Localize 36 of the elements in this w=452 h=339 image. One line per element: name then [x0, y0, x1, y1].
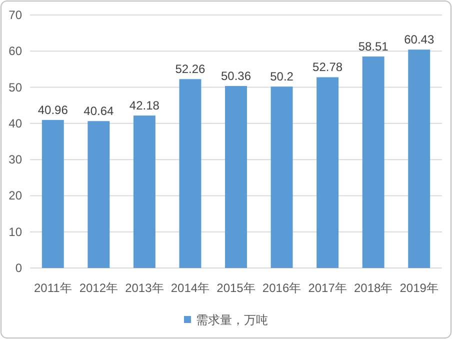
y-tick-label: 10 — [8, 224, 22, 239]
bar — [179, 79, 202, 268]
x-tick-label: 2012年 — [79, 281, 118, 295]
bar — [42, 120, 64, 268]
data-label: 60.43 — [404, 32, 434, 47]
data-label: 52.78 — [312, 60, 343, 74]
bar — [270, 86, 293, 268]
data-label: 50.36 — [220, 68, 252, 83]
x-tick-label: 2016年 — [262, 281, 302, 295]
y-tick-label: 30 — [8, 152, 22, 167]
x-tick-label: 2017年 — [308, 281, 347, 295]
x-tick-label: 2013年 — [125, 281, 164, 295]
data-label: 58.51 — [358, 40, 389, 54]
x-tick-label: 2018年 — [354, 281, 393, 295]
y-tick-label: 20 — [8, 188, 22, 203]
bar — [225, 86, 247, 268]
x-tick-label: 2019年 — [400, 281, 438, 295]
data-label: 40.64 — [84, 104, 114, 118]
legend-label: 需求量，万吨 — [196, 313, 268, 327]
bar — [88, 121, 110, 268]
y-tick-label: 40 — [8, 116, 22, 130]
data-label: 50.2 — [270, 70, 294, 84]
y-tick-label: 50 — [8, 80, 22, 94]
x-tick-label: 2011年 — [34, 281, 72, 295]
y-tick-label: 0 — [15, 261, 22, 275]
bar — [133, 116, 156, 268]
bar — [362, 56, 384, 268]
data-label: 40.96 — [38, 102, 68, 117]
data-label: 52.26 — [175, 62, 206, 76]
x-tick-label: 2015年 — [216, 281, 256, 295]
x-tick-label: 2014年 — [170, 281, 210, 295]
bar — [408, 50, 430, 268]
y-tick-label: 70 — [8, 8, 22, 22]
data-label: 42.18 — [129, 98, 160, 113]
bar — [316, 77, 339, 268]
y-tick-label: 60 — [8, 44, 22, 58]
